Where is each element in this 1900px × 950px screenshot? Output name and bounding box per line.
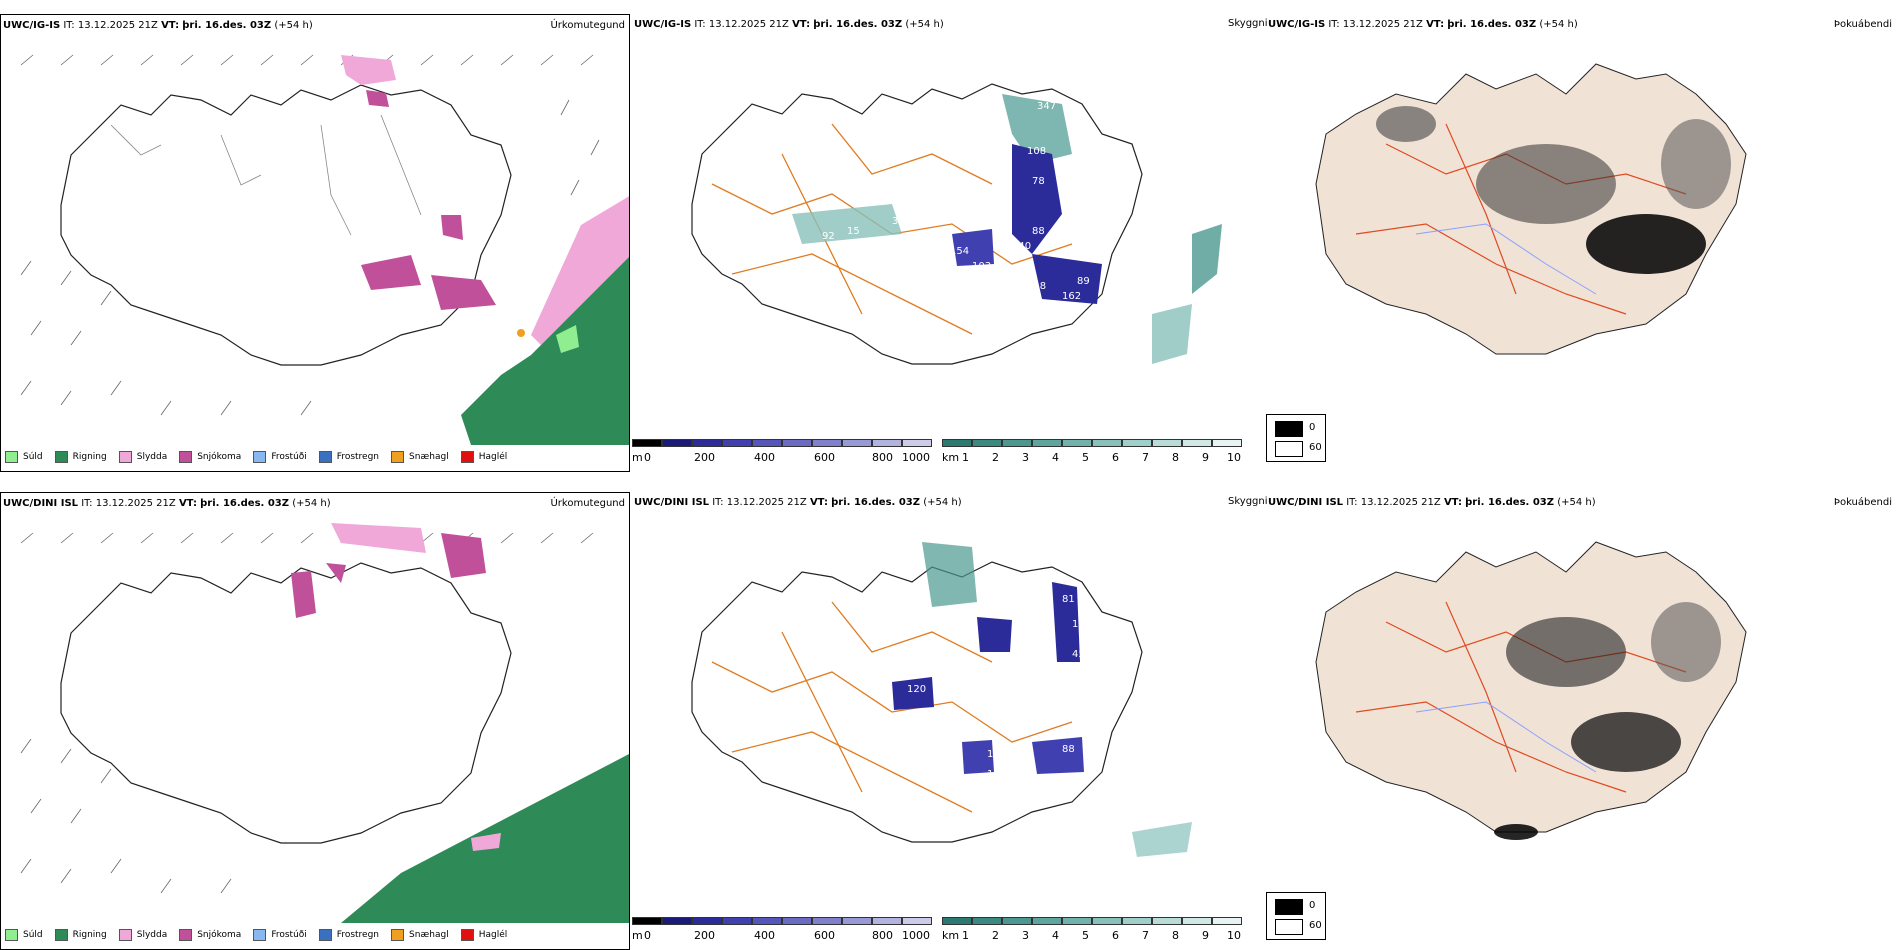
ceiling-label: 88: [1032, 226, 1045, 237]
panel-title: UWC/IG-IS IT: 13.12.2025 21Z VT: þri. 16…: [3, 20, 313, 31]
ceiling-colorbar: m 0 200 400 600 800 1000: [632, 917, 932, 942]
fog-panel-2: UWC/DINI ISL IT: 13.12.2025 21Z VT: þri.…: [1266, 492, 1896, 950]
ceiling-label: 18: [987, 749, 1000, 760]
precip-legend: Súld Rigning Slydda Snjókoma Frostúði Fr…: [5, 929, 519, 941]
ceiling-label: 88: [1062, 744, 1075, 755]
legend-item: Frostregn: [318, 929, 379, 941]
ceiling-label: 330: [892, 216, 911, 227]
visibility-panel-2: UWC/DINI ISL IT: 13.12.2025 21Z VT: þri.…: [632, 492, 1262, 950]
ceiling-label: 347: [1037, 101, 1056, 112]
legend-item: Frostregn: [318, 451, 379, 463]
panel-name: Þokuábendi: [1833, 19, 1892, 30]
ceiling-label: 149: [1072, 619, 1091, 630]
ceiling-label: 140: [1012, 241, 1031, 252]
legend-item: Snæhagl: [391, 929, 449, 941]
panel-title: UWC/DINI ISL IT: 13.12.2025 21Z VT: þri.…: [634, 497, 962, 508]
precip-type-map: [20, 523, 629, 923]
panel-title: UWC/IG-IS IT: 13.12.2025 21Z VT: þri. 16…: [1268, 19, 1578, 30]
legend-item: Slydda: [118, 451, 167, 463]
ceiling-label: 15: [847, 226, 860, 237]
precip-type-panel-2: UWC/DINI ISL IT: 13.12.2025 21Z VT: þri.…: [0, 492, 630, 950]
ceiling-label: 162: [1062, 291, 1081, 302]
ceiling-label: 33: [897, 614, 910, 625]
legend-item: Rigning: [54, 929, 107, 941]
ceiling-label: 17: [872, 246, 885, 257]
ceiling-label: 118: [1027, 281, 1046, 292]
panel-title: UWC/DINI ISL IT: 13.12.2025 21Z VT: þri.…: [3, 498, 331, 509]
ceiling-label: 107: [992, 276, 1011, 287]
panel-title: UWC/IG-IS IT: 13.12.2025 21Z VT: þri. 16…: [634, 19, 944, 30]
ceiling-label: 45: [1072, 649, 1085, 660]
legend-item: Haglél: [460, 451, 507, 463]
legend-item: Frostúði: [253, 451, 307, 463]
panel-name: Úrkomutegund: [550, 498, 625, 509]
fog-map: [1315, 541, 1747, 840]
ceiling-colorbar: m 0 200 400 600 800 1000: [632, 439, 932, 464]
fog-panel-1: UWC/IG-IS IT: 13.12.2025 21Z VT: þri. 16…: [1266, 14, 1896, 472]
ceiling-label: 103: [972, 261, 991, 272]
ceiling-label: 145: [1062, 166, 1081, 177]
legend-item: Rigning: [54, 451, 107, 463]
visibility-panel-1: UWC/IG-IS IT: 13.12.2025 21Z VT: þri. 16…: [632, 14, 1262, 472]
precip-type-panel-1: UWC/IG-IS IT: 13.12.2025 21Z VT: þri. 16…: [0, 14, 630, 472]
ceiling-label: 68: [902, 874, 915, 885]
fog-legend: 0 60: [1266, 414, 1326, 462]
legend-item: Haglél: [460, 929, 507, 941]
wind-barbs: [20, 54, 610, 416]
panel-name-visibility-2: Skyggni: [1228, 496, 1268, 507]
fog-map: [1315, 63, 1747, 355]
panel-name-visibility-1: Skyggni: [1228, 18, 1268, 29]
legend-item: Frostúði: [253, 929, 307, 941]
ceiling-label: 276: [1087, 206, 1106, 217]
visibility-colorbar: km 1 2 3 4 5 6 7 8 9 10: [942, 439, 1247, 464]
ceiling-label: 78: [1032, 176, 1045, 187]
ceiling-label: 154: [950, 246, 969, 257]
legend-item: Súld: [5, 451, 43, 463]
ceiling-label: 1: [847, 186, 853, 197]
ceiling-label: 18: [987, 769, 1000, 780]
ceiling-label: 108: [1027, 146, 1046, 157]
ceiling-label: 195: [1052, 306, 1071, 317]
iceland-outline: [60, 84, 512, 366]
legend-item: Slydda: [118, 929, 167, 941]
panel-title: UWC/DINI ISL IT: 13.12.2025 21Z VT: þri.…: [1268, 497, 1596, 508]
precip-legend: Súld Rigning Slydda Snjókoma Frostúði Fr…: [5, 451, 519, 463]
legend-item: Snjókoma: [179, 929, 241, 941]
legend-item: Súld: [5, 929, 43, 941]
ceiling-label: 136: [1087, 639, 1106, 650]
ceiling-label: 107: [1027, 639, 1046, 650]
panel-name: Þokuábendi: [1833, 497, 1892, 508]
ceiling-label: 92: [822, 231, 835, 242]
panel-name: Úrkomutegund: [550, 20, 625, 31]
ceiling-label: 81: [1062, 594, 1075, 605]
fog-legend: 0 60: [1266, 892, 1326, 940]
precip-type-map: [20, 54, 629, 445]
legend-item: Snjókoma: [179, 451, 241, 463]
legend-item: Snæhagl: [391, 451, 449, 463]
ceiling-label: 12: [1072, 141, 1085, 152]
ceiling-label: 120: [907, 684, 926, 695]
ceiling-label: 89: [1077, 276, 1090, 287]
visibility-colorbar: km 1 2 3 4 5 6 7 8 9 10: [942, 917, 1247, 942]
